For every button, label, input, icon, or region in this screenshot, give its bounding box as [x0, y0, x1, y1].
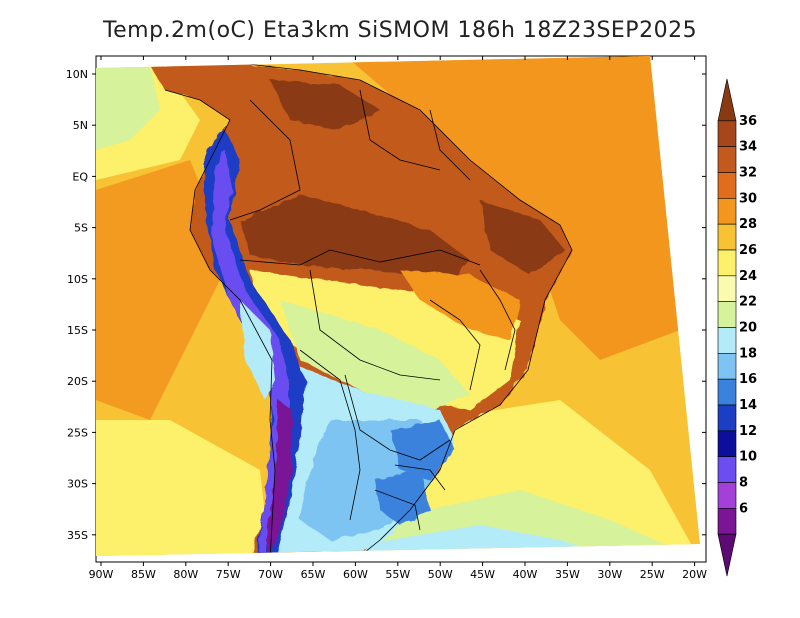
- temperature-field: [96, 56, 700, 556]
- colorbar-swatch: [717, 456, 737, 483]
- colorbar-label: 10: [739, 450, 757, 465]
- lat-label: 10S: [67, 273, 88, 286]
- colorbar-swatch: [717, 327, 737, 354]
- lon-label: 30W: [597, 568, 622, 581]
- lat-label: 5S: [74, 222, 88, 235]
- colorbar-label: 26: [739, 243, 757, 258]
- ocean-24-26-southwest: [96, 420, 270, 556]
- colorbar-label: 20: [739, 321, 757, 336]
- colorbar-swatch: [717, 249, 737, 277]
- colorbar-top-arrow: [717, 78, 737, 122]
- colorbar-bottom-arrow: [717, 533, 737, 577]
- map-title: Temp.2m(oC) Eta3km SiSMOM 186h 18Z23SEP2…: [102, 18, 698, 43]
- colorbar-swatch: [717, 172, 737, 199]
- colorbar-label: 18: [739, 346, 757, 361]
- land-34-36-north: [270, 80, 380, 130]
- colorbar-label: 14: [739, 398, 757, 413]
- lon-label: 75W: [216, 568, 241, 581]
- colorbar-swatch: [717, 378, 737, 406]
- colorbar-label: 22: [739, 295, 757, 310]
- land-28-30-central: [400, 270, 520, 340]
- lat-label: 15S: [67, 324, 88, 337]
- colorbar-label: 30: [739, 191, 757, 206]
- colorbar-label: 16: [739, 372, 757, 387]
- ocean-22-northwest: [96, 66, 160, 150]
- colorbar-label: 36: [739, 114, 757, 129]
- country-borders: [149, 61, 573, 556]
- colorbar-swatch: [717, 353, 737, 380]
- colorbar-swatch: [717, 120, 737, 147]
- lon-label: 55W: [385, 568, 410, 581]
- colorbar-swatch: [717, 198, 737, 225]
- land-34-36-northeast: [480, 200, 565, 275]
- lat-label: 5N: [73, 119, 88, 132]
- land-22-central: [280, 300, 470, 410]
- colorbar-swatch: [717, 404, 737, 432]
- colorbar-label: 28: [739, 217, 757, 232]
- colorbar-label: 6: [739, 501, 748, 516]
- coast-20-west: [240, 300, 275, 400]
- colorbar-swatch: [717, 223, 737, 251]
- colorbar-swatch: [717, 430, 737, 457]
- lat-label: 20S: [67, 375, 88, 388]
- lon-label: 60W: [343, 568, 368, 581]
- lat-label: 25S: [67, 426, 88, 439]
- lon-label: 70W: [258, 568, 283, 581]
- colorbar-swatch: [717, 482, 737, 509]
- lon-label: 45W: [470, 568, 495, 581]
- lon-label: 65W: [301, 568, 326, 581]
- lon-label: 90W: [89, 568, 114, 581]
- colorbar-label: 8: [739, 476, 748, 491]
- lat-label: 30S: [67, 478, 88, 491]
- lon-label: 80W: [173, 568, 198, 581]
- lon-label: 35W: [555, 568, 580, 581]
- longitude-axis: 90W 85W 80W 75W 70W 65W 60W 55W 50W 45W 40W 35W 30W 2…: [89, 56, 707, 581]
- colorbar-swatch: [717, 508, 737, 535]
- colorbar-label: 12: [739, 424, 757, 439]
- lon-label: 50W: [428, 568, 453, 581]
- lon-label: 40W: [513, 568, 538, 581]
- lon-label: 25W: [640, 568, 665, 581]
- colorbar: 36 34 32 30 28 26 24 22 20 18 16 14 12 10 8 6: [717, 78, 757, 577]
- colorbar-swatch: [717, 146, 737, 173]
- lon-label: 85W: [131, 568, 156, 581]
- latitude-axis: 10N 5N EQ 5S 10S 15S 20S 25S 30S 35S: [66, 68, 706, 542]
- land-34-36-amazon: [240, 195, 470, 280]
- colorbar-swatch: [717, 301, 737, 328]
- andes-10: [212, 150, 290, 555]
- colorbar-label: 24: [739, 269, 757, 284]
- lat-label: 10N: [66, 68, 88, 81]
- colorbar-label: 34: [739, 140, 757, 155]
- lat-label: EQ: [72, 170, 88, 183]
- colorbar-swatch: [717, 275, 737, 302]
- lat-label: 35S: [67, 529, 88, 542]
- lon-label: 20W: [682, 568, 707, 581]
- colorbar-label: 32: [739, 166, 757, 181]
- land-16-south: [390, 420, 455, 480]
